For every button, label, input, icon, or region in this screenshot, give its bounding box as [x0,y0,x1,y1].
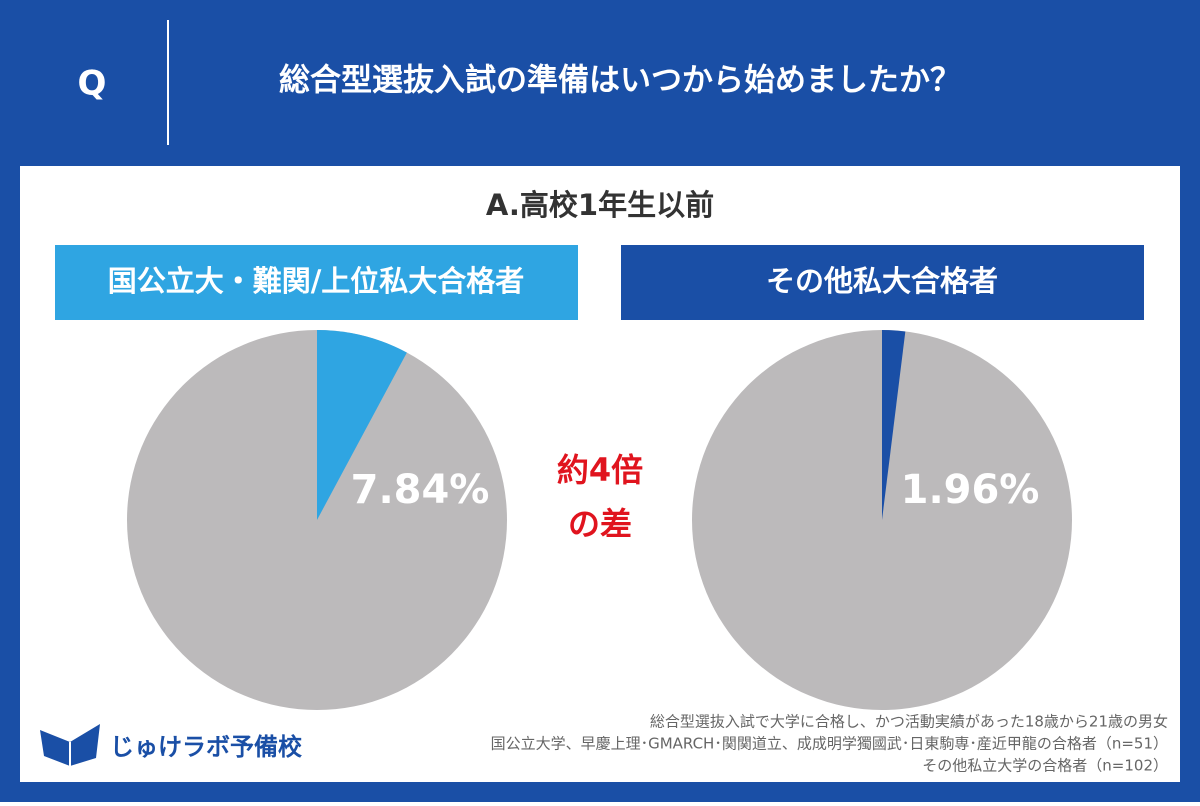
footnote: 国公立大学、早慶上理･GMARCH･関関道立、成成明学獨國武･日東駒専･産近甲龍… [491,735,1168,753]
chart-title-box [55,245,578,320]
footnote: その他私立大学の合格者（n=102） [922,757,1168,775]
logo: じゅけラボ予備校 [110,733,303,761]
annotation: の差 [568,505,632,543]
annotation: 約4倍 [557,451,643,489]
pie-slice [882,330,906,520]
chart-title-box [621,245,1144,320]
pie-slice [317,330,407,520]
chart-title: その他私大合格者 [766,264,998,298]
q-mark: Q [78,64,107,104]
question: 総合型選抜入試の準備はいつから始めましたか？ [279,63,961,99]
answer: A.高校1年生以前 [486,188,714,222]
chart-title: 国公立大・難関/上位私大合格者 [108,264,525,298]
footnote: 総合型選抜入試で大学に合格し、かつ活動実績があった18歳から21歳の男女 [650,713,1168,731]
value-label: 1.96% [901,467,1040,513]
value-label: 7.84% [351,467,490,513]
